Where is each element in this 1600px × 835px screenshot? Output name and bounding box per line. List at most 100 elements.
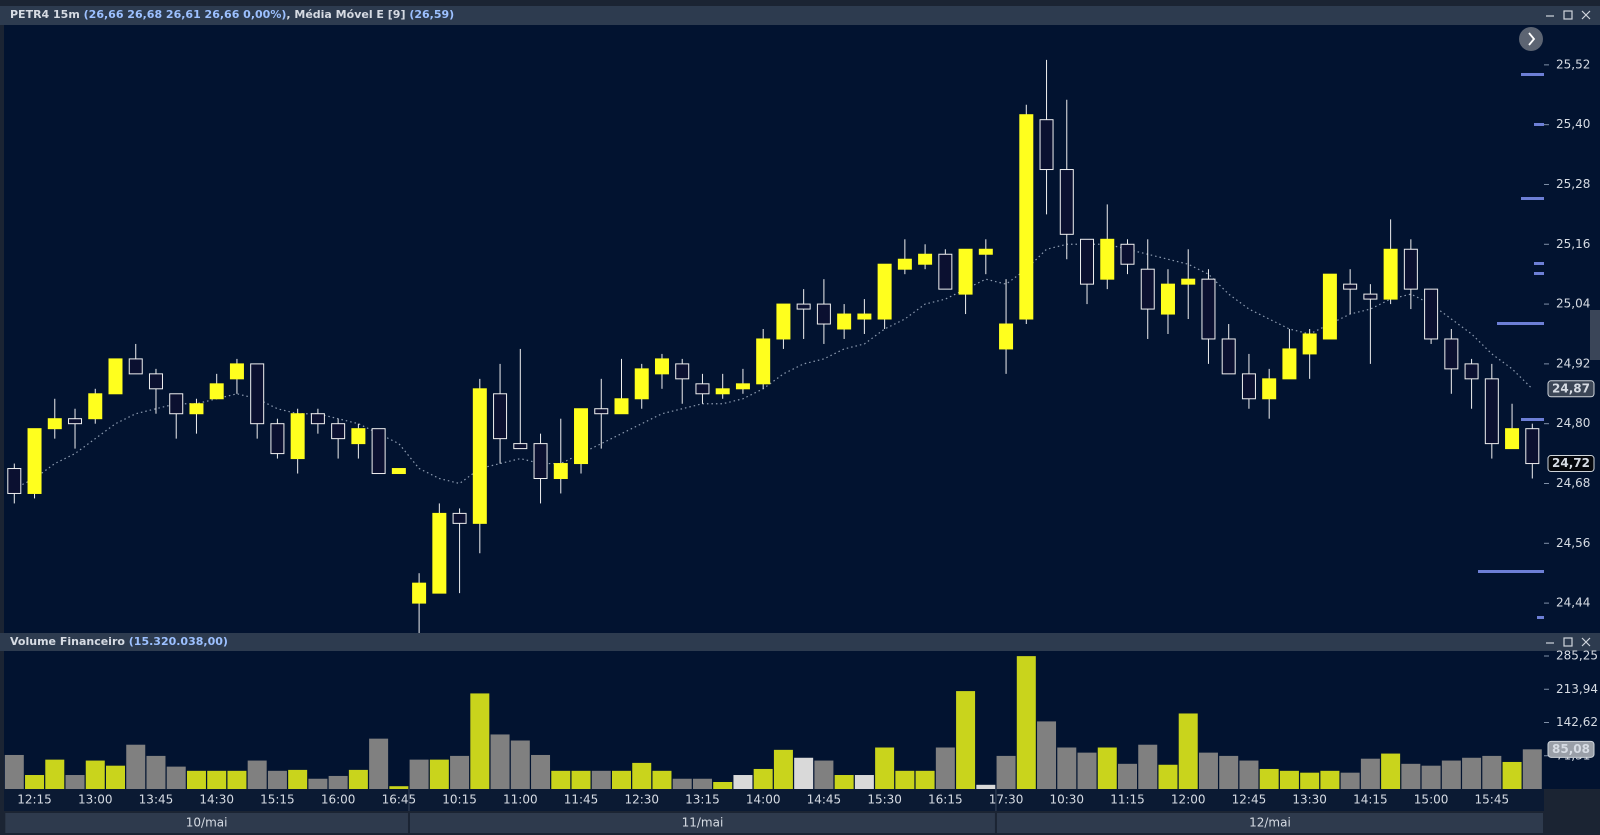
volume-bar — [1401, 763, 1421, 789]
volume-bar — [1239, 760, 1259, 789]
volume-bar — [1178, 713, 1198, 789]
x-tick-label: 13:00 — [78, 793, 113, 807]
x-tick-label: 14:00 — [746, 793, 781, 807]
candle-body — [1019, 114, 1034, 320]
volume-bar — [794, 757, 814, 789]
candle-body — [553, 463, 568, 480]
volume-bar — [4, 754, 24, 789]
y-tick-label: 142,62 — [1556, 715, 1598, 729]
x-tick-label: 14:45 — [807, 793, 842, 807]
x-tick-label: 13:30 — [1292, 793, 1327, 807]
candle-body — [695, 383, 710, 395]
volume-bar — [1138, 744, 1158, 789]
candle-body — [68, 418, 83, 425]
y-tick-label: 25,40 — [1556, 117, 1590, 131]
volume-bar — [612, 770, 631, 789]
candle-body — [1484, 378, 1499, 445]
y-tick-label: 24,56 — [1556, 536, 1590, 550]
volume-bar — [1077, 752, 1097, 789]
candle-body — [250, 363, 265, 425]
price-tag-label: 24,87 — [1552, 381, 1590, 395]
volume-bar — [591, 770, 611, 789]
volume-bar — [632, 762, 652, 789]
volume-bar — [1219, 755, 1239, 789]
volume-bar — [733, 775, 753, 789]
x-tick-label: 15:00 — [1414, 793, 1449, 807]
volume-bar — [875, 747, 895, 789]
candle-body — [1262, 378, 1277, 400]
x-tick-label: 14:15 — [1353, 793, 1388, 807]
candle-body — [1181, 278, 1196, 285]
candle-body — [978, 248, 993, 255]
volume-bar — [247, 760, 267, 789]
day-band — [5, 813, 408, 833]
x-tick-label: 10:30 — [1049, 793, 1084, 807]
volume-bar — [1118, 763, 1137, 789]
volume-bar — [1502, 761, 1522, 789]
volume-bar — [692, 778, 712, 789]
volume-bar — [65, 775, 85, 789]
candle-body — [897, 258, 912, 270]
candle-body — [169, 393, 184, 415]
candle-body — [796, 303, 811, 310]
volume-bar — [1158, 764, 1178, 789]
x-tick-label: 13:15 — [685, 793, 720, 807]
volume-bar — [1441, 760, 1461, 789]
volume-bar — [652, 770, 672, 789]
candle-body — [1059, 169, 1074, 235]
volume-bar — [1522, 749, 1542, 789]
candle-body — [1403, 248, 1418, 290]
candle-body — [351, 428, 366, 445]
candle-body — [1464, 363, 1479, 380]
candle-body — [776, 303, 791, 340]
volume-bar — [854, 775, 874, 789]
x-tick-label: 16:45 — [382, 793, 417, 807]
candle-body — [371, 428, 386, 475]
day-label: 11/mai — [682, 816, 724, 830]
x-tick-label: 12:00 — [1171, 793, 1206, 807]
candle-body — [1160, 283, 1175, 315]
candle-body — [189, 403, 204, 415]
volume-bar — [166, 766, 186, 789]
price-pane — [4, 25, 1600, 633]
volume-bar — [915, 770, 935, 789]
price-header: PETR4 15m (26,66 26,68 26,61 26,66 0,00%… — [10, 8, 454, 21]
candle-body — [128, 358, 143, 375]
scroll-button[interactable] — [1519, 27, 1543, 51]
side-handle[interactable] — [1590, 310, 1600, 360]
volume-bar — [389, 786, 409, 789]
candle-body — [1505, 428, 1520, 450]
candle-body — [1201, 278, 1216, 340]
x-tick-label: 12:15 — [17, 793, 52, 807]
volume-bar — [773, 749, 793, 789]
volume-bar — [207, 770, 227, 789]
candle-body — [958, 248, 973, 295]
value-tag — [1547, 740, 1595, 758]
candle-body — [1322, 273, 1337, 340]
volume-title: Volume Financeiro — [10, 635, 125, 648]
candle-body — [816, 303, 831, 325]
x-tick-label: 12:30 — [624, 793, 659, 807]
candle-body — [270, 423, 285, 455]
candle-body — [1120, 243, 1135, 265]
candle-body — [452, 512, 467, 524]
volume-bar — [1198, 752, 1218, 789]
x-tick-label: 15:45 — [1475, 793, 1510, 807]
candle-body — [472, 388, 487, 524]
volume-bar — [834, 775, 854, 789]
volume-bar — [450, 755, 470, 789]
window-controls[interactable] — [1546, 10, 1591, 647]
candle-body — [1241, 373, 1256, 400]
y-tick-label: 25,04 — [1556, 297, 1590, 311]
volume-bar — [1016, 656, 1036, 789]
candle-body — [331, 423, 346, 440]
volume-bar — [186, 770, 206, 789]
y-tick-label: 24,80 — [1556, 416, 1590, 430]
volume-bar — [672, 778, 692, 789]
candle-body — [493, 393, 508, 440]
x-tick-label: 16:15 — [928, 793, 963, 807]
candle-body — [1282, 348, 1297, 380]
day-band — [409, 813, 995, 833]
candle-body — [634, 368, 649, 400]
